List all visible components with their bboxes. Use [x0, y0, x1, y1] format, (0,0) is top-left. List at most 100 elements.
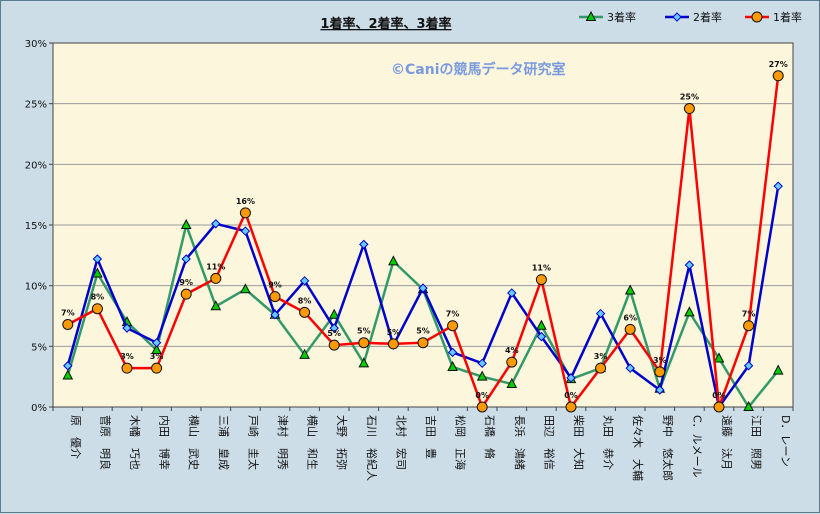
- series-layer: [62, 70, 784, 413]
- data-point: [359, 239, 369, 250]
- data-label: 3%: [150, 352, 164, 361]
- data-point: [536, 331, 547, 342]
- data-label: 0%: [475, 391, 489, 400]
- legend-label: 1着率: [773, 10, 802, 24]
- x-tick-label: 戸崎 圭太: [246, 415, 260, 470]
- x-tick-label: 遠藤 汰月: [720, 415, 734, 470]
- data-point: [476, 401, 488, 413]
- data-label: 9%: [179, 278, 193, 287]
- data-point: [506, 377, 518, 388]
- data-point: [536, 319, 547, 330]
- data-point: [566, 373, 576, 383]
- x-tick-label: 内田 博幸: [158, 415, 172, 470]
- x-tick-label: 佐々木 大輔: [631, 415, 645, 481]
- y-tick-label: 10%: [25, 282, 47, 293]
- data-point: [684, 306, 695, 317]
- data-point: [595, 362, 607, 374]
- data-point: [624, 323, 636, 335]
- data-point: [211, 219, 221, 229]
- data-point: [151, 343, 162, 354]
- data-point: [210, 300, 222, 311]
- data-point: [683, 103, 695, 115]
- data-label: 25%: [680, 93, 699, 102]
- data-point: [507, 288, 517, 298]
- data-point: [62, 318, 74, 330]
- data-point: [270, 310, 280, 320]
- legend-marker: [585, 10, 597, 21]
- x-tick-label: 野中 悠太郎: [661, 415, 675, 481]
- data-label: 5%: [357, 327, 371, 336]
- data-point: [447, 320, 459, 332]
- data-point: [773, 181, 783, 191]
- data-label: 5%: [327, 329, 341, 338]
- x-tick-label: 丸田 恭介: [602, 415, 615, 470]
- data-point: [91, 303, 103, 315]
- data-point: [180, 288, 192, 300]
- data-point: [328, 308, 340, 319]
- data-point: [121, 362, 133, 374]
- x-tick-label: C．ルメール: [690, 415, 703, 478]
- x-tick-label: 田辺 裕信: [542, 415, 555, 470]
- data-point: [506, 356, 518, 368]
- data-point: [595, 308, 606, 319]
- data-point: [299, 348, 310, 359]
- data-point: [655, 385, 665, 395]
- y-tick-label: 15%: [25, 221, 47, 232]
- x-tick-label: 横山 武史: [187, 415, 201, 470]
- legend-marker: [672, 12, 682, 22]
- data-point: [565, 401, 577, 413]
- x-tick-label: 石川 裕紀人: [365, 415, 378, 481]
- x-tick-label: 横山 和生: [306, 415, 320, 470]
- data-point: [63, 361, 73, 371]
- y-axis: 0% 5% 10% 15% 20% 25% 30%: [25, 39, 53, 414]
- data-label: 11%: [532, 264, 551, 273]
- x-tick-label: 木幡 巧也: [128, 415, 142, 470]
- data-point: [299, 276, 310, 286]
- data-label: 7%: [742, 310, 756, 319]
- data-point: [772, 364, 784, 375]
- data-point: [180, 218, 192, 229]
- x-tick-label: 三浦 皇成: [217, 415, 231, 470]
- watermark: ©Caniの競馬データ研究室: [391, 61, 566, 78]
- data-point: [476, 370, 488, 381]
- data-label: 0%: [712, 391, 726, 400]
- data-point: [743, 361, 754, 371]
- data-point: [387, 338, 399, 350]
- data-point: [713, 352, 725, 363]
- data-point: [269, 291, 281, 303]
- x-tick-label: 江田 照男: [750, 415, 763, 470]
- x-tick-label: 北村 宏司: [394, 415, 408, 470]
- data-point: [151, 337, 162, 348]
- data-point: [743, 400, 754, 411]
- y-tick-label: 20%: [25, 160, 47, 171]
- data-point: [772, 70, 784, 82]
- data-point: [654, 366, 666, 378]
- data-label: 27%: [769, 60, 788, 69]
- data-point: [328, 339, 340, 351]
- data-point: [418, 283, 428, 293]
- series-diamond: [63, 181, 783, 412]
- data-labels: 7% 8% 3% 3% 9% 11% 16% 9% 8% 5% 5% 5% 5% 7% 0% 4% 11% 0% 3…: [61, 60, 788, 400]
- data-label: 3%: [653, 356, 667, 365]
- data-point: [447, 360, 458, 371]
- data-label: 6%: [623, 313, 637, 322]
- data-point: [62, 369, 74, 380]
- data-point: [535, 274, 547, 286]
- data-point: [417, 337, 429, 349]
- x-axis: 原 優介 菅原 明良 木幡 巧也 内田 博幸 横山 武史 三浦 皇成 戸崎 圭太 津村 明秀 横…: [52, 407, 794, 481]
- data-label: 3%: [120, 352, 134, 361]
- x-tick-label: 吉田 豊: [424, 415, 437, 459]
- data-point: [358, 357, 370, 368]
- x-tick-label: 菅原 明良: [98, 415, 112, 470]
- data-point: [743, 320, 755, 332]
- data-point: [181, 254, 191, 264]
- data-label: 7%: [446, 310, 460, 319]
- x-tick-label: 石橋 脩: [483, 415, 497, 459]
- data-point: [239, 207, 251, 219]
- data-label: 5%: [416, 327, 430, 336]
- data-label: 0%: [564, 391, 578, 400]
- data-point: [713, 401, 725, 413]
- data-point: [240, 226, 251, 236]
- data-point: [299, 306, 311, 318]
